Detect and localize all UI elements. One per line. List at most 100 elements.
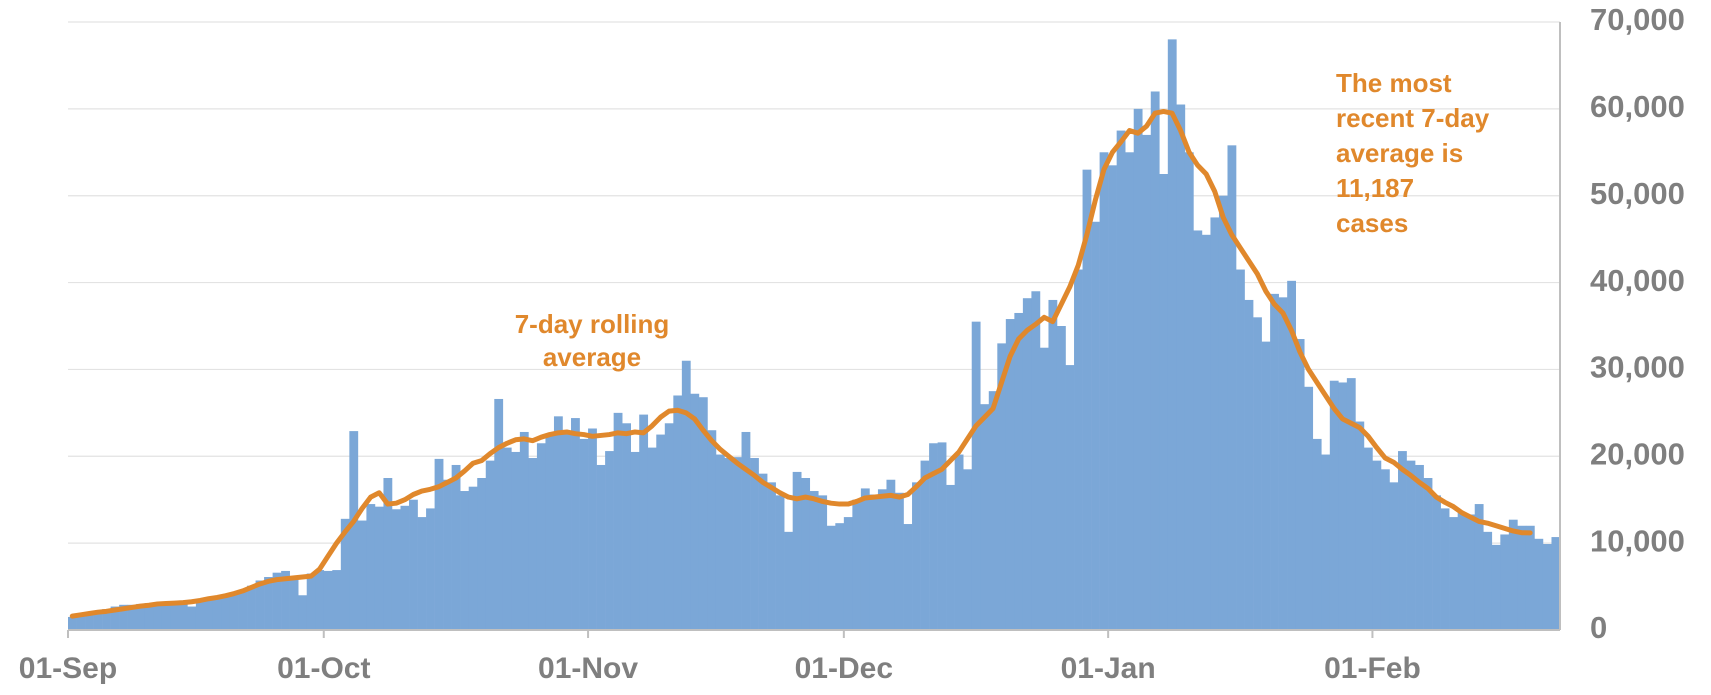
bar bbox=[869, 494, 879, 630]
bar bbox=[443, 479, 452, 630]
annotation: 7-day rolling bbox=[515, 309, 670, 339]
bar bbox=[1398, 451, 1407, 630]
bar bbox=[775, 495, 785, 630]
bar bbox=[264, 577, 273, 630]
bar bbox=[1159, 174, 1169, 630]
bar bbox=[963, 469, 973, 630]
bar bbox=[571, 418, 580, 630]
bar bbox=[340, 518, 350, 630]
bar bbox=[596, 464, 606, 630]
bar bbox=[792, 471, 802, 630]
bar bbox=[1508, 519, 1518, 630]
bar bbox=[758, 473, 768, 630]
bar bbox=[894, 492, 904, 630]
bar bbox=[1363, 447, 1373, 630]
bar bbox=[801, 478, 811, 630]
bar bbox=[1184, 152, 1194, 631]
bar bbox=[1270, 293, 1279, 630]
bar bbox=[809, 491, 819, 630]
y-tick-label: 70,000 bbox=[1590, 2, 1685, 37]
bar bbox=[707, 430, 717, 630]
y-tick-label: 0 bbox=[1590, 610, 1607, 645]
bar bbox=[110, 606, 120, 630]
bar bbox=[1218, 195, 1228, 630]
bar bbox=[912, 482, 921, 630]
bar bbox=[255, 580, 265, 630]
bar bbox=[468, 486, 478, 630]
bar bbox=[1372, 460, 1382, 630]
annotation: recent 7-day bbox=[1336, 103, 1490, 133]
bar bbox=[1236, 269, 1245, 630]
bar bbox=[988, 391, 998, 630]
x-tick-label: 01-Dec bbox=[795, 652, 893, 685]
x-tick-label: 01-Nov bbox=[538, 652, 638, 685]
y-tick-label: 20,000 bbox=[1590, 436, 1685, 471]
y-tick-label: 40,000 bbox=[1590, 263, 1685, 298]
bar bbox=[1150, 91, 1160, 630]
x-tick-label: 01-Feb bbox=[1324, 652, 1421, 685]
bar bbox=[400, 505, 410, 630]
bar bbox=[1031, 291, 1041, 630]
bar bbox=[1466, 514, 1476, 630]
bar bbox=[715, 454, 725, 630]
x-tick-label: 01-Sep bbox=[19, 652, 117, 685]
bar bbox=[323, 570, 333, 630]
bar bbox=[1244, 299, 1254, 630]
bar bbox=[647, 447, 657, 630]
bar bbox=[1116, 130, 1126, 631]
bar bbox=[298, 595, 308, 630]
bar bbox=[656, 434, 666, 630]
bar bbox=[272, 572, 282, 630]
bar bbox=[826, 525, 836, 630]
bar bbox=[681, 360, 691, 630]
x-tick-label: 01-Jan bbox=[1061, 652, 1156, 685]
bar bbox=[1517, 525, 1527, 630]
bar bbox=[485, 460, 495, 630]
bar bbox=[119, 604, 128, 630]
bar bbox=[946, 484, 955, 630]
bar bbox=[315, 570, 325, 630]
bar bbox=[1449, 517, 1458, 630]
bar bbox=[1500, 534, 1510, 630]
annotation: average is bbox=[1336, 138, 1463, 168]
y-tick-label: 10,000 bbox=[1590, 523, 1685, 558]
bar bbox=[102, 609, 111, 630]
bar bbox=[673, 395, 683, 630]
bar bbox=[238, 590, 248, 630]
bar bbox=[690, 393, 700, 630]
annotation: average bbox=[543, 342, 641, 372]
bar bbox=[1380, 469, 1390, 630]
bar bbox=[434, 458, 444, 630]
bar bbox=[1338, 382, 1348, 630]
bar bbox=[579, 438, 589, 630]
bar bbox=[153, 602, 163, 630]
bar bbox=[1201, 234, 1211, 631]
bar bbox=[843, 517, 853, 630]
bar bbox=[127, 604, 137, 630]
rolling-average-line bbox=[69, 108, 1533, 619]
bar bbox=[1457, 512, 1467, 630]
bar bbox=[374, 506, 384, 630]
bar bbox=[784, 531, 793, 630]
bar bbox=[553, 416, 563, 630]
bar bbox=[1551, 537, 1561, 630]
bar bbox=[187, 606, 197, 630]
bar bbox=[528, 458, 538, 630]
bar bbox=[1056, 326, 1066, 630]
bar bbox=[1108, 165, 1117, 631]
bar bbox=[1014, 312, 1024, 630]
bar bbox=[289, 579, 299, 630]
bar bbox=[1005, 319, 1015, 630]
bar bbox=[835, 523, 845, 630]
bar bbox=[1176, 104, 1186, 630]
bar bbox=[1355, 421, 1365, 630]
bar bbox=[511, 451, 521, 630]
bar bbox=[954, 454, 964, 630]
bar bbox=[1525, 525, 1535, 630]
annotation: cases bbox=[1336, 208, 1408, 238]
bar bbox=[1193, 230, 1203, 630]
bar bbox=[1125, 152, 1135, 631]
bar bbox=[622, 423, 631, 630]
bar bbox=[502, 447, 512, 630]
